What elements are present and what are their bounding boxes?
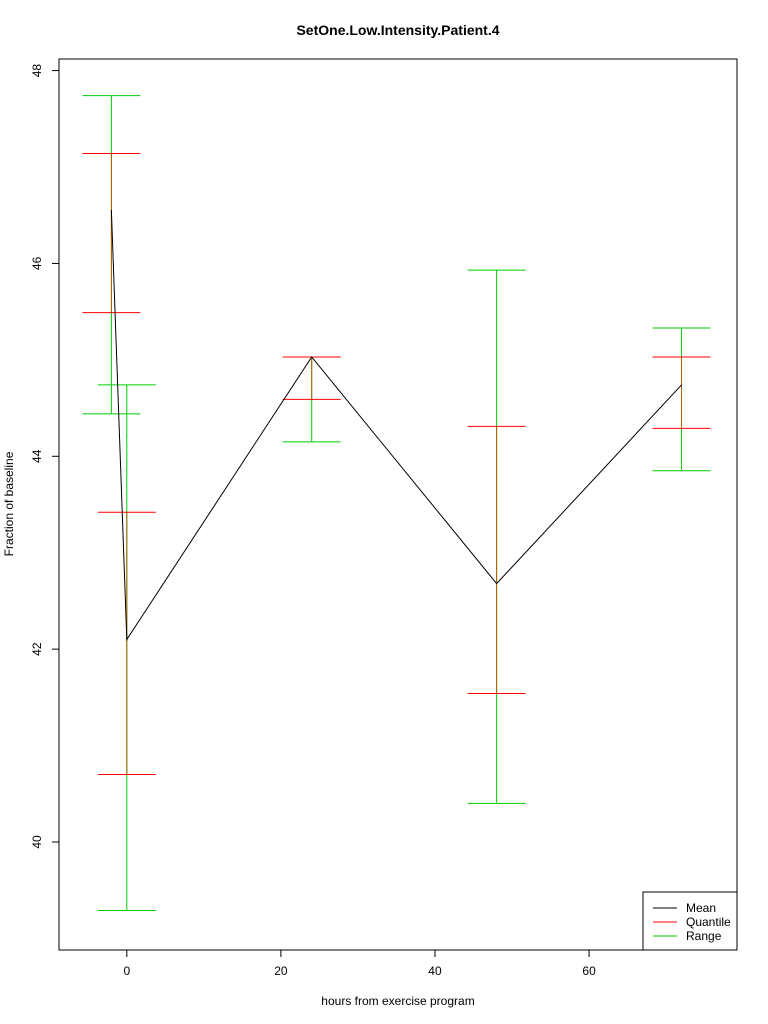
mean-line-group <box>110 209 683 642</box>
y-tick-label-3: 46 <box>30 256 44 270</box>
mean-point-4 <box>681 384 683 386</box>
legend-box <box>642 891 738 951</box>
x-axis: 0 20 40 60 <box>123 949 596 978</box>
legend-label-2: Range <box>686 929 722 943</box>
y-tick-label-0: 40 <box>30 835 44 849</box>
chart-title: SetOne.Low.Intensity.Patient.4 <box>296 22 499 38</box>
mean-point-0 <box>110 209 112 211</box>
x-tick-label-2: 40 <box>428 964 442 978</box>
legend-label-1: Quantile <box>686 915 731 929</box>
y-tick-label-2: 44 <box>30 449 44 463</box>
error-bars <box>82 95 711 911</box>
y-axis: 40 42 44 46 48 <box>30 64 60 849</box>
plot-area-frame <box>58 58 738 951</box>
legend-label-0: Mean <box>686 901 716 915</box>
y-tick-label-4: 48 <box>30 64 44 78</box>
x-tick-label-3: 60 <box>582 964 596 978</box>
y-axis-label: Fraction of baseline <box>2 451 16 556</box>
mean-point-1 <box>126 639 128 640</box>
y-tick-label-1: 42 <box>30 642 44 656</box>
x-axis-label: hours from exercise program <box>321 994 474 1008</box>
mean-point-3 <box>496 583 498 585</box>
mean-point-2 <box>311 356 313 358</box>
x-tick-label-1: 20 <box>274 964 288 978</box>
mean-line <box>110 210 682 642</box>
x-tick-label-0: 0 <box>123 964 130 978</box>
